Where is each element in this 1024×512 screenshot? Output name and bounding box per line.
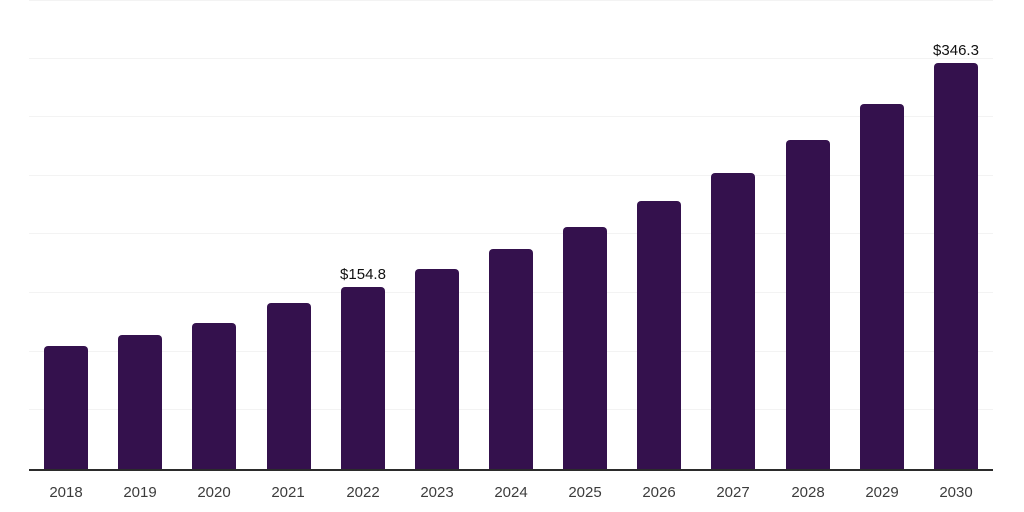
gridline bbox=[29, 116, 993, 117]
bar-2025 bbox=[563, 227, 607, 469]
bar-2027 bbox=[711, 173, 755, 469]
bar-2019 bbox=[118, 335, 162, 469]
x-tick-label-2019: 2019 bbox=[123, 484, 157, 501]
bar-2029 bbox=[860, 104, 904, 469]
x-tick-label-2022: 2022 bbox=[346, 484, 380, 501]
x-tick-label-2021: 2021 bbox=[271, 484, 305, 501]
bar-2024 bbox=[489, 249, 533, 469]
x-tick-label-2029: 2029 bbox=[865, 484, 899, 501]
x-tick-label-2018: 2018 bbox=[49, 484, 83, 501]
bar-2030 bbox=[934, 63, 978, 469]
bar-2020 bbox=[192, 323, 236, 469]
x-tick-label-2020: 2020 bbox=[197, 484, 231, 501]
x-tick-label-2025: 2025 bbox=[568, 484, 602, 501]
x-tick-label-2024: 2024 bbox=[494, 484, 528, 501]
bar-value-label-2022: $154.8 bbox=[340, 266, 386, 283]
x-tick-label-2030: 2030 bbox=[939, 484, 973, 501]
bar-2023 bbox=[415, 269, 459, 469]
bar-2021 bbox=[267, 303, 311, 469]
bar-2028 bbox=[786, 140, 830, 469]
bar-2026 bbox=[637, 201, 681, 469]
gridline bbox=[29, 58, 993, 59]
gridline bbox=[29, 233, 993, 234]
x-tick-label-2026: 2026 bbox=[642, 484, 676, 501]
bar-2018 bbox=[44, 346, 88, 469]
x-tick-label-2027: 2027 bbox=[716, 484, 750, 501]
x-axis: 2018 2019 2020 2021 2022 2023 2024 2025 2026 2027… bbox=[29, 484, 993, 504]
gridline bbox=[29, 175, 993, 176]
gridline bbox=[29, 0, 993, 1]
plot-area: $154.8 $346.3 bbox=[29, 0, 993, 471]
bar-value-label-2030: $346.3 bbox=[933, 42, 979, 59]
x-tick-label-2028: 2028 bbox=[791, 484, 825, 501]
x-tick-label-2023: 2023 bbox=[420, 484, 454, 501]
bar-2022 bbox=[341, 287, 385, 469]
